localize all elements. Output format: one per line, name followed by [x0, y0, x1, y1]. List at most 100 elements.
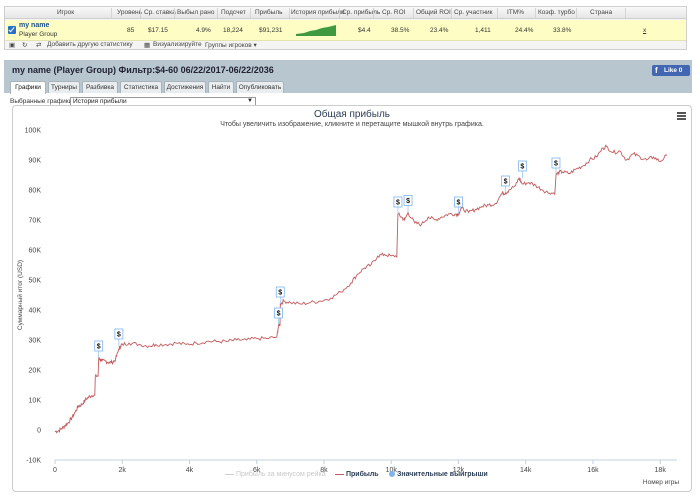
cell-avg-profit: $4.4 — [358, 27, 371, 34]
player-stats-table: Игрок Уровень Ср. ставка Выбыл рано Подс… — [4, 6, 687, 50]
chevron-down-icon: ▼ — [247, 98, 253, 104]
chart-svg[interactable]: -10K 0 10K 20K 30K 40K 50K 60K 70K 80K 90K 100K 0 2k 4… — [13, 106, 693, 493]
table-toolbar: ▣ ↻ ⇄ Добавить другую статистику ▦ Визуа… — [5, 41, 686, 51]
profit-series-line[interactable] — [54, 144, 668, 434]
big-win-marker-label: $ — [97, 344, 101, 351]
row-checkbox[interactable] — [8, 26, 16, 34]
col-header[interactable]: ITM% — [507, 9, 524, 16]
visualize-icon: ▦ — [144, 42, 151, 49]
col-header[interactable]: Ср. участник — [454, 9, 493, 16]
cell-profit: $91,231 — [259, 27, 283, 34]
chart-subtitle: Чтобы увеличить изображение, кликните и … — [220, 121, 484, 128]
x-tick-label: 10k — [386, 467, 398, 474]
tab-statistics[interactable]: Статистика — [120, 81, 162, 93]
y-tick-label: 80K — [29, 188, 42, 195]
profit-history-sparkline — [296, 25, 336, 36]
col-header[interactable]: Прибыль — [255, 9, 283, 16]
facebook-like-button[interactable]: f Like 0 — [652, 65, 690, 76]
y-axis-label: Суммарный итог (USD) — [16, 260, 24, 330]
col-header[interactable]: Игрок — [57, 9, 75, 16]
big-win-marker-label: $ — [277, 311, 281, 318]
big-win-marker-label: $ — [520, 164, 524, 171]
y-tick-label: -10K — [26, 458, 41, 465]
big-win-marker-label: $ — [504, 179, 508, 186]
tab-publish[interactable]: Опубликовать — [236, 81, 284, 93]
player-name-link[interactable]: my name — [19, 22, 50, 29]
x-tick-label: 2k — [119, 467, 127, 474]
big-win-marker-label: $ — [396, 200, 400, 207]
table-header: Игрок Уровень Ср. ставка Выбыл рано Подс… — [5, 7, 686, 19]
x-tick-label: 18k — [655, 467, 667, 474]
big-win-marker-label: $ — [554, 161, 558, 168]
legend-line-icon — [225, 473, 234, 475]
cell-turbo: 33.8% — [553, 27, 572, 34]
big-win-marker-label: $ — [406, 198, 410, 205]
cell-avg-entrants: 1,411 — [475, 27, 491, 34]
delete-icon[interactable]: ▣ — [9, 42, 16, 49]
x-tick-label: 12k — [453, 467, 465, 474]
y-tick-label: 40K — [29, 308, 42, 315]
remove-row-link[interactable]: x — [643, 27, 647, 34]
y-tick-label: 50K — [29, 278, 42, 285]
cell-total-roi: 23.4% — [430, 27, 449, 34]
y-tick-label: 100K — [25, 128, 42, 135]
player-groups-label: Группы игроков — [205, 42, 252, 49]
like-label: Like 0 — [664, 67, 683, 74]
player-groups-dropdown[interactable]: Группы игроков ▾ — [205, 42, 257, 49]
chart-legend: Прибыль за минусом рейка Прибыль Значите… — [13, 471, 691, 481]
cell-level: 85 — [127, 27, 135, 34]
cell-avg-stake: $17.15 — [148, 27, 168, 34]
x-axis-label: Номер игры — [643, 479, 679, 486]
x-tick-label: 14k — [520, 467, 532, 474]
big-win-marker-label: $ — [457, 200, 461, 207]
chart-title: Общая прибыль — [313, 109, 390, 120]
player-group-label: Player Group — [19, 31, 58, 38]
tab-charts[interactable]: Графики — [10, 81, 46, 94]
y-tick-label: 0 — [37, 428, 41, 435]
tab-find[interactable]: Найти — [208, 81, 234, 93]
refresh-icon[interactable]: ↻ — [22, 42, 28, 49]
tab-tournaments[interactable]: Турниры — [48, 81, 80, 93]
y-tick-label: 20K — [29, 368, 42, 375]
profit-chart[interactable]: -10K 0 10K 20K 30K 40K 50K 60K 70K 80K 90K 100K 0 2k 4… — [12, 105, 692, 492]
col-header[interactable]: Страна — [590, 9, 613, 16]
table-row: my name Player Group 85 $17.15 4.9% 18,2… — [5, 20, 686, 41]
col-header[interactable]: История прибыли — [291, 9, 345, 16]
add-stats-button[interactable]: Добавить другую статистику — [47, 41, 133, 48]
x-tick-label: 4k — [186, 467, 194, 474]
x-tick-label: 8k — [320, 467, 328, 474]
col-header[interactable]: Подсчет — [221, 9, 246, 16]
col-header[interactable]: Коэф. турбо — [538, 9, 575, 16]
x-tick-label: 6k — [253, 467, 261, 474]
tab-achievements[interactable]: Достижения — [164, 81, 206, 93]
legend-label: Значительные выигрыши — [396, 471, 488, 478]
col-header[interactable]: Ср. ставка — [144, 9, 176, 16]
legend-line-icon — [335, 473, 344, 475]
y-tick-label: 30K — [29, 338, 42, 345]
graph-select-label: Выбранные графики: — [10, 98, 75, 105]
x-tick-label: 0 — [53, 467, 57, 474]
legend-label: Прибыль — [345, 471, 379, 478]
y-tick-label: 90K — [29, 158, 42, 165]
legend-item-big-wins[interactable]: Значительные выигрыши — [389, 471, 488, 478]
col-header[interactable]: Ср. прибыль — [342, 9, 381, 16]
legend-item-profit[interactable]: Прибыль — [335, 471, 379, 478]
chart-menu-icon[interactable] — [677, 112, 686, 120]
cell-count: 18,224 — [223, 27, 243, 34]
col-header[interactable]: Выбыл рано — [177, 9, 215, 16]
col-header[interactable]: Уровень — [117, 9, 143, 16]
legend-item-rake[interactable]: Прибыль за минусом рейка — [225, 471, 326, 478]
big-win-marker-label: $ — [117, 332, 121, 339]
cell-itm: 24.4% — [515, 27, 534, 34]
facebook-icon: f — [655, 66, 658, 75]
col-header[interactable]: Общий ROI — [416, 9, 451, 16]
tab-bar: Графики Турниры Разбивка Статистика Дост… — [4, 80, 692, 94]
col-header[interactable]: Ср. ROI — [382, 9, 406, 16]
big-win-marker-label: $ — [278, 290, 282, 297]
x-tick-label: 16k — [587, 467, 599, 474]
y-tick-label: 60K — [29, 248, 42, 255]
page-title: my name (Player Group) Фильтр:$4-60 06/2… — [12, 65, 274, 75]
tab-breakdown[interactable]: Разбивка — [82, 81, 118, 93]
cell-early-out: 4.9% — [196, 27, 211, 34]
visualize-button[interactable]: Визуализируйте — [153, 41, 202, 48]
